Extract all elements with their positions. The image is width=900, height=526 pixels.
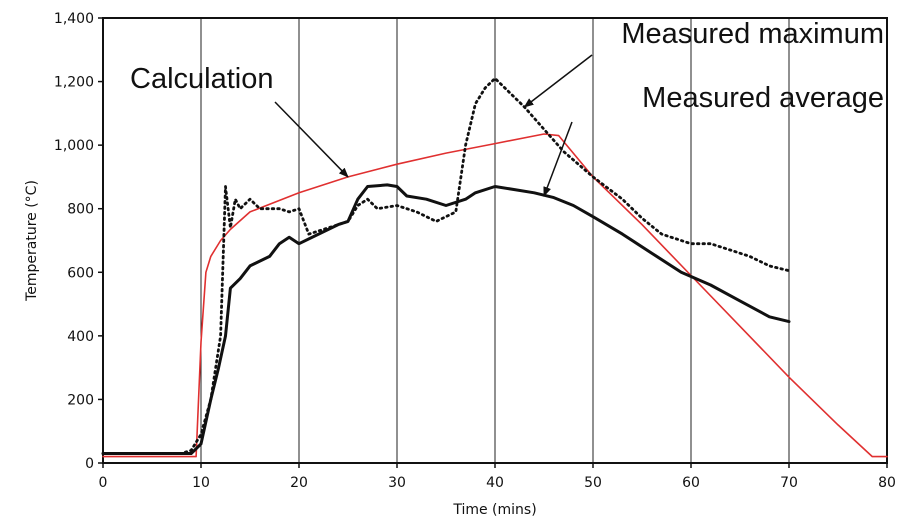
series-line-measured-average [101,183,791,455]
x-tick-label: 60 [682,475,700,491]
x-tick-label: 80 [878,475,896,491]
y-axis-title: Temperature (°C) [24,180,40,302]
annotations: Calculation Measured maximum Measured aver… [130,18,884,197]
x-tick-label: 0 [99,475,108,491]
y-tick-label: 800 [67,202,94,218]
x-tick-label: 30 [388,475,406,491]
y-tick-label: 400 [67,329,94,345]
annotation-arrow [523,54,593,108]
annotation-label: Calculation [130,63,273,95]
annotation-arrow [543,121,573,197]
annotation-arrow [274,101,349,178]
y-tick-label: 0 [85,456,94,472]
x-axis-title: Time (mins) [452,502,536,518]
y-tick-label: 1,000 [54,138,94,154]
series-lines [101,77,888,458]
axis-ticks: 0 10 20 30 40 50 60 70 8002004006008001,0001,200… [54,11,896,491]
y-tick-label: 600 [67,265,94,281]
annotation-label: Measured average [642,82,884,114]
series-line-calculation [102,133,888,458]
y-tick-label: 200 [67,392,94,408]
x-tick-label: 20 [290,475,308,491]
x-tick-label: 10 [192,475,210,491]
y-tick-label: 1,400 [54,11,94,27]
x-tick-label: 50 [584,475,602,491]
y-tick-label: 1,200 [54,75,94,91]
series-line-measured-maximum [101,77,791,455]
annotation-label: Measured maximum [621,18,884,50]
x-tick-label: 40 [486,475,504,491]
x-tick-label: 70 [780,475,798,491]
grid-lines [200,18,790,463]
